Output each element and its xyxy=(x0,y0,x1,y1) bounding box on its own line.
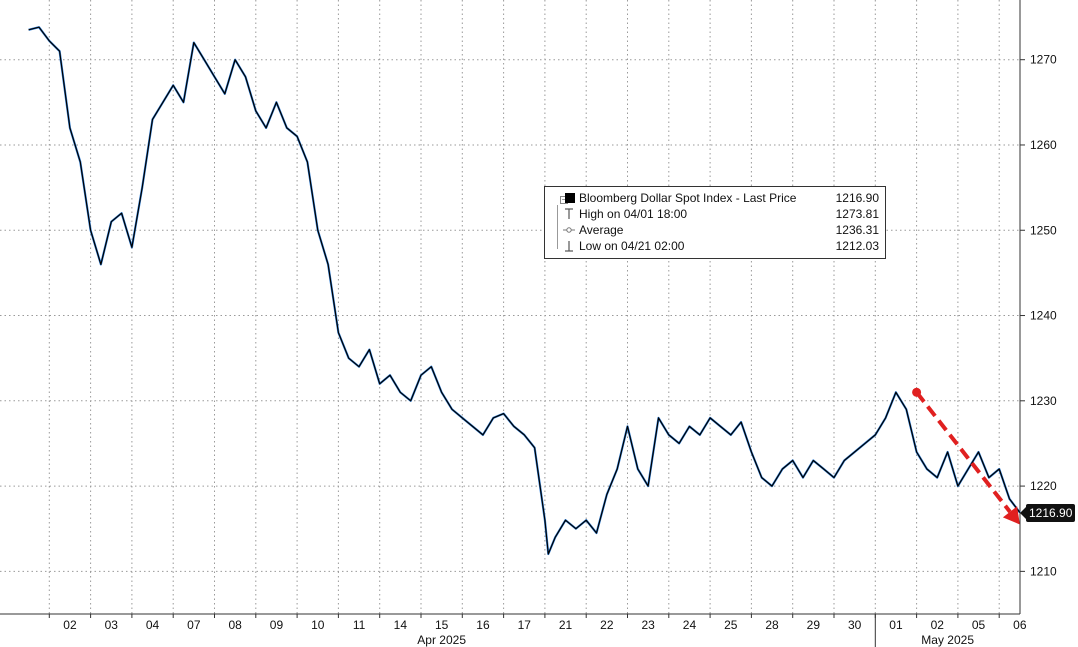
x-tick-label: 05 xyxy=(972,618,986,632)
y-tick-label: 1240 xyxy=(1030,309,1057,323)
legend-low-value: 1212.03 xyxy=(835,239,879,253)
x-axis: 02 03 04 07 08 09 10 11 14 15 16 17 21 22 23 24 25 28 29 30… xyxy=(0,613,1027,647)
x-tick-label: 15 xyxy=(435,618,449,632)
low-marker-icon xyxy=(565,241,573,252)
legend-series-value: 1216.90 xyxy=(835,191,879,205)
x-tick-label: 30 xyxy=(848,618,862,632)
x-tick-label: 21 xyxy=(559,618,573,632)
x-tick-label: 25 xyxy=(724,618,738,632)
series-swatch-icon xyxy=(565,193,575,203)
x-tick-label: 23 xyxy=(641,618,655,632)
y-tick-label: 1230 xyxy=(1030,394,1057,408)
average-marker-icon xyxy=(563,227,575,233)
y-tick-label: 1210 xyxy=(1030,564,1057,578)
legend-average-value: 1236.31 xyxy=(835,223,879,237)
x-tick-label: 29 xyxy=(807,618,821,632)
high-marker-icon xyxy=(565,208,573,219)
legend-high-label: High on 04/01 18:00 xyxy=(579,207,688,221)
x-tick-label: 14 xyxy=(394,618,408,632)
trend-arrow-head xyxy=(1002,506,1020,525)
series-line-highlight xyxy=(28,26,1021,556)
legend-series-name: Bloomberg Dollar Spot Index - Last Price xyxy=(579,191,797,205)
legend-high-value: 1273.81 xyxy=(835,207,879,221)
legend-row-low: Low on 04/21 02:00 1212.03 xyxy=(553,238,879,254)
x-tick-label: 11 xyxy=(353,618,366,632)
series-layer xyxy=(28,26,1021,556)
x-tick-label: 16 xyxy=(476,618,490,632)
last-price-badge: 1216.90 xyxy=(1019,503,1076,522)
x-tick-label: 03 xyxy=(105,618,119,632)
y-tick-label: 1250 xyxy=(1030,223,1057,237)
x-tick-label: 07 xyxy=(187,618,201,632)
x-tick-label: 06 xyxy=(1013,618,1027,632)
month-label: May 2025 xyxy=(921,633,974,647)
gridlines xyxy=(0,0,1020,614)
legend-average-label: Average xyxy=(579,223,624,237)
x-tick-label: 17 xyxy=(518,618,532,632)
y-tick-label: 1260 xyxy=(1030,138,1057,152)
legend-row-high: High on 04/01 18:00 1273.81 xyxy=(553,206,879,222)
legend-row-series: − Bloomberg Dollar Spot Index - Last Pri… xyxy=(553,190,879,206)
trend-arrow-shaft xyxy=(915,391,1012,514)
chart-legend: − Bloomberg Dollar Spot Index - Last Pri… xyxy=(544,186,886,259)
legend-row-average: Average 1236.31 xyxy=(553,222,879,238)
series-line xyxy=(28,26,1021,555)
x-tick-label: 04 xyxy=(146,618,160,632)
y-tick-label: 1270 xyxy=(1030,53,1057,67)
x-tick-label: 08 xyxy=(228,618,242,632)
x-tick-label: 02 xyxy=(931,618,945,632)
x-tick-label: 22 xyxy=(600,618,614,632)
annotation-layer xyxy=(912,387,1020,525)
x-tick-label: 01 xyxy=(889,618,903,632)
month-label: Apr 2025 xyxy=(417,633,466,647)
x-tick-label: 09 xyxy=(270,618,284,632)
x-tick-label: 24 xyxy=(683,618,697,632)
y-axis: 1210 1220 1230 1240 1250 1260 1270 xyxy=(1019,0,1057,614)
legend-tree-line xyxy=(557,205,558,249)
legend-low-label: Low on 04/21 02:00 xyxy=(579,239,685,253)
x-tick-label: 28 xyxy=(765,618,779,632)
x-tick-label: 02 xyxy=(63,618,77,632)
x-tick-label: 10 xyxy=(311,618,325,632)
y-tick-label: 1220 xyxy=(1030,479,1057,493)
